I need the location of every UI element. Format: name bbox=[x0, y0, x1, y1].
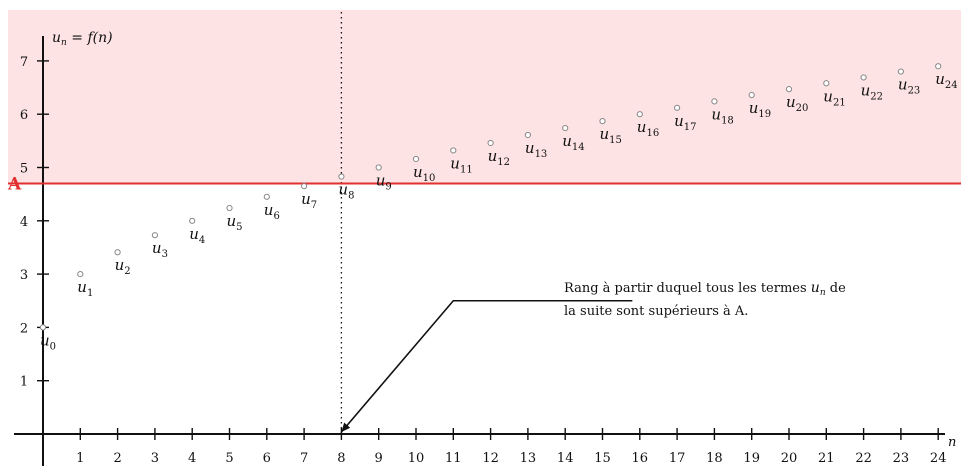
y-tick-label: 6 bbox=[20, 108, 28, 123]
x-tick-label: 24 bbox=[930, 451, 947, 466]
data-point bbox=[151, 232, 158, 239]
data-point bbox=[450, 147, 457, 154]
data-point-label: u9 bbox=[376, 172, 392, 193]
data-point-label: u4 bbox=[189, 225, 205, 246]
data-point-label: u8 bbox=[338, 181, 354, 202]
data-point-label: u0 bbox=[40, 331, 56, 352]
y-tick-label: 7 bbox=[20, 55, 28, 70]
x-tick-label: 4 bbox=[188, 451, 196, 466]
x-tick-label: 5 bbox=[225, 451, 233, 466]
data-point bbox=[226, 204, 233, 212]
data-point-label: u2 bbox=[115, 256, 131, 277]
data-point-label: u7 bbox=[301, 190, 317, 211]
x-tick-label: 21 bbox=[818, 451, 835, 466]
data-point bbox=[412, 155, 420, 163]
data-point bbox=[114, 249, 121, 256]
y-tick-label: 4 bbox=[20, 215, 28, 230]
data-point bbox=[301, 183, 308, 190]
x-tick-label: 1 bbox=[76, 451, 84, 466]
x-tick-label: 14 bbox=[557, 451, 574, 466]
data-point-label: u13 bbox=[525, 139, 547, 160]
data-point bbox=[338, 173, 345, 180]
data-point-label: u10 bbox=[413, 163, 435, 184]
annotation-line-2: la suite sont supérieurs à A. bbox=[564, 304, 748, 319]
data-point-label: u3 bbox=[152, 239, 168, 260]
x-tick-label: 13 bbox=[520, 451, 537, 466]
data-point bbox=[860, 74, 867, 81]
data-point bbox=[487, 139, 494, 147]
data-point-label: u24 bbox=[935, 70, 957, 91]
data-point bbox=[263, 193, 270, 200]
data-point-label: u5 bbox=[227, 212, 243, 233]
data-point-label: u16 bbox=[637, 118, 659, 139]
region-above-threshold bbox=[8, 10, 961, 184]
y-tick-label: 2 bbox=[20, 321, 28, 336]
data-point-label: u6 bbox=[264, 201, 280, 222]
annotation-line-1: Rang à partir duquel tous les termes un … bbox=[564, 280, 846, 298]
x-tick-label: 2 bbox=[113, 451, 121, 466]
x-tick-label: 19 bbox=[743, 451, 760, 466]
data-point-label: u12 bbox=[488, 147, 510, 168]
x-tick-label: 11 bbox=[445, 451, 462, 466]
x-tick-label: 15 bbox=[594, 451, 611, 466]
data-point bbox=[785, 86, 793, 93]
x-tick-label: 17 bbox=[669, 451, 686, 466]
y-tick-label: 1 bbox=[20, 375, 28, 390]
data-point-label: u14 bbox=[562, 132, 584, 153]
data-point bbox=[189, 217, 196, 224]
x-tick-label: 16 bbox=[632, 451, 649, 466]
data-point-label: u15 bbox=[600, 125, 622, 146]
x-tick-label: 3 bbox=[151, 451, 159, 466]
y-tick-label: 3 bbox=[20, 268, 28, 283]
data-point bbox=[599, 118, 606, 125]
x-tick-label: 20 bbox=[781, 451, 798, 466]
x-tick-label: 22 bbox=[855, 451, 872, 466]
data-point-label: u19 bbox=[749, 99, 771, 120]
x-tick-label: 18 bbox=[706, 451, 723, 466]
x-tick-label: 9 bbox=[375, 451, 383, 466]
x-tick-label: 10 bbox=[408, 451, 425, 466]
data-point bbox=[711, 98, 718, 105]
data-point bbox=[897, 68, 905, 75]
data-point-label: u21 bbox=[823, 87, 845, 108]
threshold-label: A bbox=[7, 174, 22, 194]
data-point bbox=[39, 324, 47, 331]
data-point bbox=[748, 91, 755, 99]
data-point-label: u17 bbox=[674, 112, 696, 133]
y-tick-label: 5 bbox=[20, 162, 28, 177]
x-tick-label: 12 bbox=[482, 451, 499, 466]
data-point bbox=[636, 111, 643, 118]
annotation-arrow bbox=[340, 299, 633, 433]
data-point-label: u18 bbox=[711, 105, 733, 126]
data-point-label: u20 bbox=[786, 93, 808, 114]
data-point bbox=[674, 104, 681, 111]
data-point bbox=[375, 164, 382, 171]
data-point-label: u22 bbox=[861, 81, 883, 102]
x-tick-label: 7 bbox=[300, 451, 308, 466]
data-point bbox=[77, 271, 84, 278]
x-axis-label: n bbox=[948, 435, 956, 450]
data-point-label: u1 bbox=[77, 278, 93, 299]
data-point-label: u23 bbox=[898, 76, 920, 97]
x-tick-label: 23 bbox=[893, 451, 910, 466]
data-point bbox=[935, 63, 942, 70]
data-point-label: u11 bbox=[450, 154, 472, 175]
x-tick-label: 6 bbox=[263, 451, 271, 466]
y-axis-label: un = f(n) bbox=[52, 30, 113, 48]
data-point bbox=[823, 80, 830, 87]
x-tick-label: 8 bbox=[337, 451, 345, 466]
data-point bbox=[524, 131, 532, 139]
data-point bbox=[562, 124, 569, 132]
